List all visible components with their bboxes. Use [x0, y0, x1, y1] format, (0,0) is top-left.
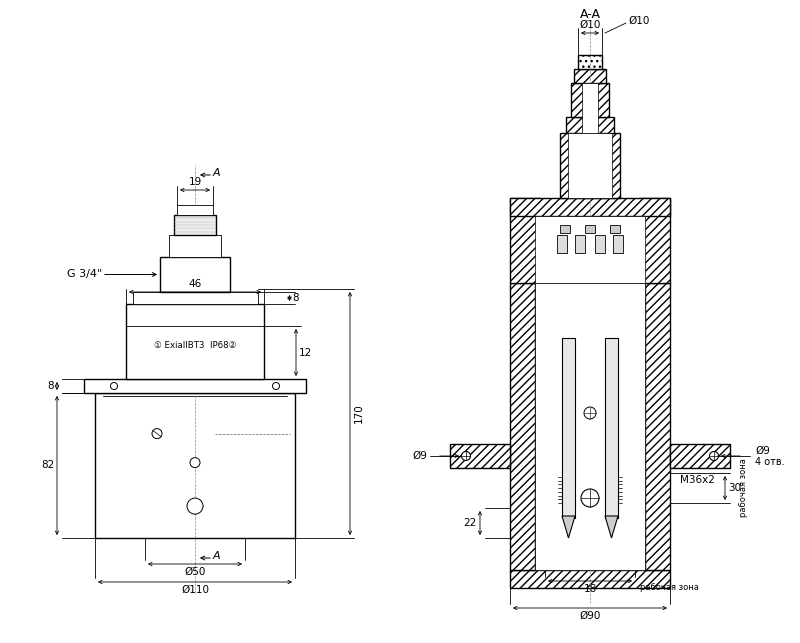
Bar: [169, 235, 221, 257]
Text: Ø110: Ø110: [181, 585, 209, 595]
Text: рабочая зона: рабочая зона: [640, 583, 699, 592]
Text: Ø10: Ø10: [628, 16, 650, 26]
Bar: [578, 55, 602, 69]
Bar: [510, 570, 670, 588]
Text: 8: 8: [47, 381, 54, 391]
Bar: [177, 205, 213, 215]
Text: 4 отв.: 4 отв.: [755, 457, 785, 467]
Text: G 3/4": G 3/4": [66, 269, 102, 280]
Bar: [595, 235, 605, 253]
Text: Ø9: Ø9: [755, 446, 770, 456]
Bar: [535, 283, 645, 570]
Bar: [174, 215, 216, 235]
Text: рабочая зона: рабочая зона: [739, 458, 748, 518]
Circle shape: [584, 407, 596, 419]
Bar: [613, 235, 623, 253]
Circle shape: [190, 458, 200, 467]
Text: Ø50: Ø50: [184, 567, 206, 577]
Bar: [560, 133, 620, 198]
Polygon shape: [605, 516, 618, 538]
Bar: [645, 283, 670, 570]
Circle shape: [152, 429, 162, 439]
Bar: [84, 379, 306, 393]
Polygon shape: [562, 516, 575, 538]
Circle shape: [187, 498, 203, 514]
Text: Ø10: Ø10: [579, 20, 601, 30]
Text: 82: 82: [41, 460, 54, 471]
Text: 30: 30: [728, 483, 741, 493]
Bar: [585, 225, 595, 233]
Circle shape: [110, 383, 118, 390]
Bar: [575, 235, 585, 253]
Bar: [566, 117, 614, 133]
Bar: [126, 304, 264, 379]
Bar: [640, 198, 670, 283]
Circle shape: [581, 489, 599, 507]
Text: Ø90: Ø90: [579, 611, 601, 621]
Bar: [605, 338, 618, 518]
Bar: [557, 235, 567, 253]
Text: 8: 8: [293, 293, 299, 303]
Bar: [562, 338, 575, 518]
Bar: [568, 133, 612, 198]
Bar: [571, 83, 609, 117]
Bar: [450, 444, 510, 468]
Text: 46: 46: [188, 279, 202, 289]
Circle shape: [710, 451, 718, 460]
Text: A: A: [213, 551, 221, 561]
Bar: [535, 216, 645, 283]
Text: 18: 18: [583, 584, 597, 594]
Text: M36x2: M36x2: [680, 475, 715, 485]
Bar: [95, 393, 295, 538]
Bar: [610, 225, 620, 233]
Text: 22: 22: [464, 518, 477, 528]
Text: A-A: A-A: [579, 8, 601, 21]
Text: A: A: [213, 168, 221, 178]
Text: 19: 19: [188, 177, 202, 187]
Bar: [560, 225, 570, 233]
Text: 12: 12: [299, 347, 312, 358]
Circle shape: [273, 383, 279, 390]
Bar: [160, 257, 230, 292]
Text: ① ExiaIIBT3  IP68②: ① ExiaIIBT3 IP68②: [154, 341, 236, 350]
Bar: [510, 283, 535, 570]
Text: Ø9: Ø9: [412, 451, 427, 461]
Bar: [670, 444, 730, 468]
Bar: [133, 292, 258, 304]
Bar: [574, 69, 606, 83]
Bar: [582, 83, 598, 133]
Bar: [510, 198, 540, 283]
Circle shape: [462, 451, 470, 460]
Bar: [510, 198, 670, 216]
Text: 170: 170: [354, 404, 364, 423]
